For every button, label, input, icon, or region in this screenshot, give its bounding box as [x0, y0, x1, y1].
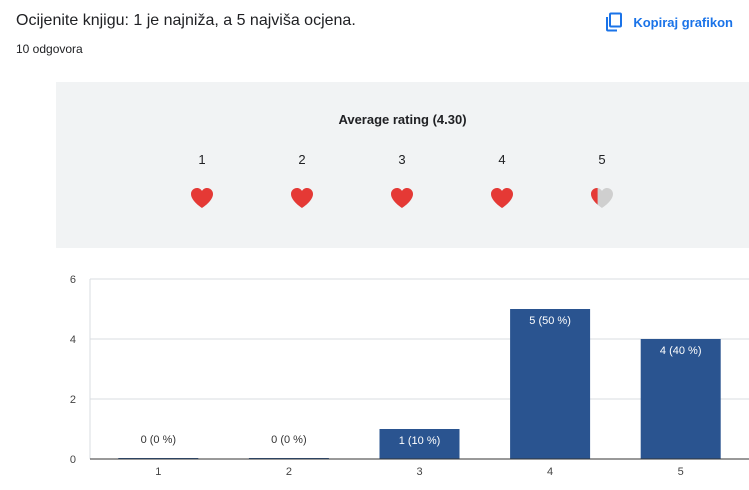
copy-chart-label: Kopiraj grafikon [633, 14, 733, 30]
bar [640, 339, 721, 459]
y-tick-label: 0 [70, 454, 76, 466]
bar-data-label: 0 (0 %) [271, 434, 306, 446]
bar-data-label: 1 (10 %) [399, 435, 441, 447]
y-tick-label: 2 [70, 394, 76, 406]
rating-panel: Average rating (4.30) 1 2 3 4 5 [56, 82, 749, 248]
x-tick-label: 5 [678, 466, 684, 478]
rating-column-3: 3 [382, 152, 422, 211]
rating-column-4: 4 [482, 152, 522, 211]
y-tick-label: 4 [70, 334, 76, 346]
rating-column-2: 2 [282, 152, 322, 211]
rating-number: 4 [498, 152, 506, 167]
rating-column-5: 5 [582, 152, 622, 211]
bar-chart: 0 2 4 6 0 (0 %) 1 0 (0 %) 2 1 (10 %) 3 5 (50 %) 4 4 … [70, 274, 749, 478]
bar-data-label: 4 (40 %) [660, 345, 702, 357]
heart-icon [291, 188, 313, 208]
bar-data-label: 5 (50 %) [529, 315, 571, 327]
bar [510, 309, 591, 459]
average-rating-title: Average rating (4.30) [338, 112, 467, 127]
x-tick-label: 4 [547, 466, 553, 478]
response-count: 10 odgovora [16, 42, 83, 56]
rating-number: 1 [198, 152, 206, 167]
rating-number: 5 [598, 152, 606, 167]
heart-icon [391, 188, 413, 208]
x-tick-label: 1 [155, 466, 161, 478]
x-tick-label: 2 [286, 466, 292, 478]
y-tick-label: 6 [70, 274, 76, 286]
heart-icon [491, 188, 513, 208]
bar [379, 429, 460, 459]
copy-chart-button[interactable]: Kopiraj grafikon [605, 8, 733, 36]
question-title: Ocijenite knjigu: 1 je najniža, a 5 najv… [16, 12, 356, 29]
rating-column-1: 1 [182, 152, 222, 211]
heart-icon [191, 188, 213, 208]
bar-data-label: 0 (0 %) [141, 434, 176, 446]
rating-number: 3 [398, 152, 406, 167]
heart-icon [591, 188, 613, 208]
copy-icon [605, 12, 623, 32]
rating-number: 2 [298, 152, 306, 167]
x-tick-label: 3 [416, 466, 422, 478]
